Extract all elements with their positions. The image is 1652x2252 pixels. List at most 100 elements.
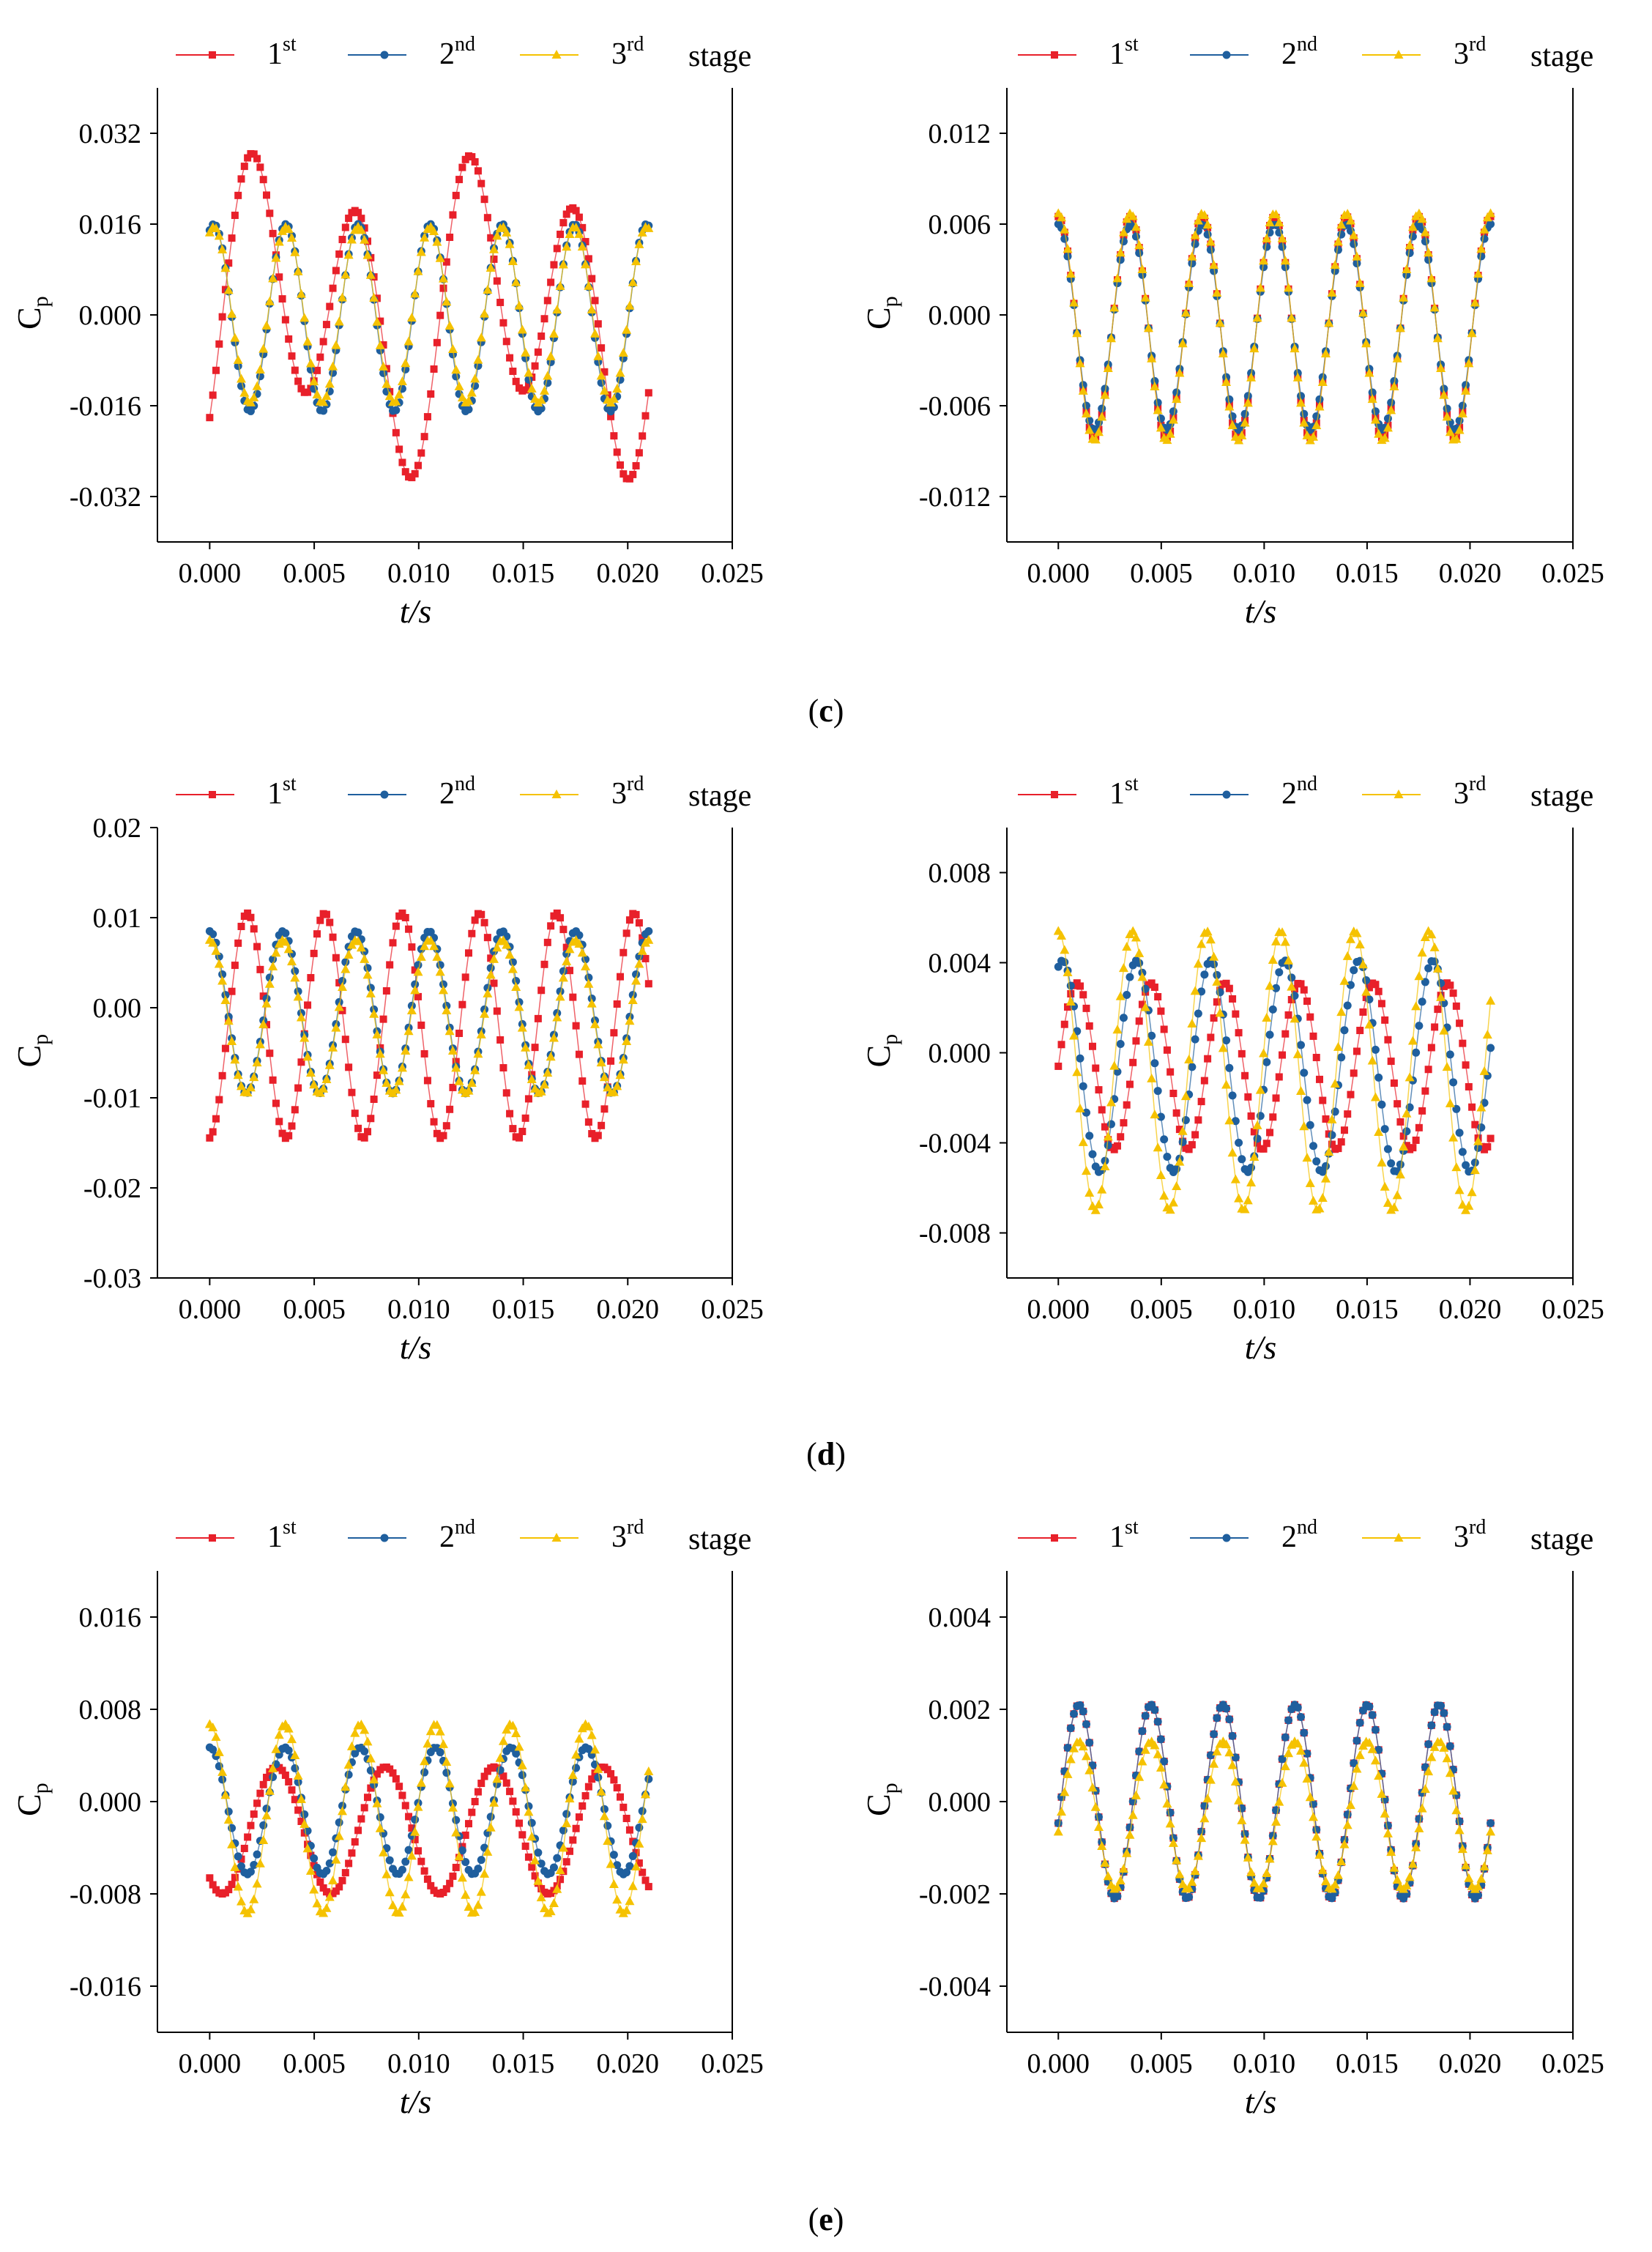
data-point <box>639 432 647 440</box>
legend-label: 3rd <box>611 773 644 811</box>
data-point <box>1060 958 1069 967</box>
data-point <box>1356 1027 1364 1035</box>
data-point <box>1479 1861 1489 1870</box>
data-point <box>382 1869 392 1878</box>
data-point <box>324 1060 335 1069</box>
data-point <box>372 316 382 326</box>
data-point <box>319 338 327 346</box>
data-point <box>230 1055 240 1064</box>
data-point <box>1414 208 1424 218</box>
data-point <box>1163 1046 1171 1054</box>
data-point <box>275 273 283 281</box>
data-point <box>485 970 496 979</box>
legend-label: 3rd <box>1454 1516 1486 1554</box>
data-point <box>1188 1141 1196 1149</box>
x-tick-label: 0.010 <box>1233 558 1296 589</box>
data-point <box>266 209 274 218</box>
data-point <box>250 925 258 933</box>
data-point <box>1082 401 1090 410</box>
data-point <box>1165 428 1175 438</box>
y-tick-label: 0.008 <box>929 858 991 889</box>
data-point <box>416 1777 426 1787</box>
data-point <box>290 1750 300 1760</box>
data-point <box>562 210 570 218</box>
data-point <box>1184 1883 1194 1892</box>
data-point <box>1135 1017 1143 1025</box>
data-point <box>1305 1792 1315 1802</box>
legend-label: 3rd <box>611 33 644 71</box>
data-point <box>1231 1117 1240 1126</box>
data-point <box>1122 1848 1132 1857</box>
data-point <box>406 313 417 322</box>
data-point <box>1408 232 1417 241</box>
legend: 1st 2nd 3rd stage <box>1018 1516 1593 1556</box>
data-point <box>1414 1823 1424 1832</box>
y-tick-label: 0.000 <box>79 1787 142 1818</box>
data-point <box>1337 1053 1346 1062</box>
data-point <box>221 991 230 1000</box>
data-point <box>382 986 390 995</box>
data-point <box>290 973 300 982</box>
series-3rd <box>1053 1736 1496 1893</box>
data-point <box>1097 412 1107 421</box>
legend-num: 1 <box>267 37 283 71</box>
data-point <box>1439 1742 1449 1752</box>
data-point <box>1458 1148 1467 1156</box>
data-point <box>417 1021 425 1029</box>
data-point <box>300 1810 309 1818</box>
data-point <box>641 954 650 962</box>
data-point <box>1464 1200 1474 1210</box>
data-point <box>1462 1061 1470 1069</box>
data-point <box>616 376 625 384</box>
data-point <box>261 320 272 330</box>
data-point <box>454 1851 464 1861</box>
legend-sup: st <box>283 773 297 795</box>
data-point <box>498 222 508 231</box>
data-point <box>1383 423 1393 432</box>
data-point <box>1188 1063 1197 1071</box>
legend-marker <box>551 789 562 798</box>
data-point <box>599 385 609 395</box>
data-point <box>209 1745 217 1754</box>
data-point <box>590 328 600 338</box>
data-point <box>217 1766 228 1776</box>
data-point <box>227 1036 237 1045</box>
data-point <box>1389 1862 1399 1872</box>
data-point <box>297 1058 305 1066</box>
data-point <box>1317 1865 1328 1874</box>
data-point <box>1137 264 1147 274</box>
series-2nd <box>205 926 653 1098</box>
data-point <box>1409 1144 1417 1152</box>
data-point <box>1337 1138 1345 1146</box>
x-tick-label: 0.010 <box>387 558 450 589</box>
data-point <box>1118 963 1128 973</box>
data-point <box>1260 1145 1268 1153</box>
data-point <box>1414 971 1424 981</box>
data-point <box>593 1039 603 1049</box>
data-point <box>1229 995 1237 1003</box>
data-point <box>1060 224 1070 234</box>
data-point <box>1352 1764 1362 1773</box>
data-point <box>319 397 329 406</box>
data-point <box>1280 1761 1290 1771</box>
y-tick-label: -0.006 <box>919 391 991 422</box>
data-point <box>1320 1876 1331 1886</box>
series-3rd <box>1053 208 1496 445</box>
data-point <box>1424 1066 1432 1074</box>
data-point <box>1287 973 1296 982</box>
data-point <box>1412 1136 1420 1144</box>
data-point <box>644 926 653 935</box>
data-point <box>1076 1701 1084 1709</box>
data-point <box>572 1824 580 1832</box>
y-axis-label-main: C <box>10 1045 48 1068</box>
data-point <box>1246 1177 1257 1186</box>
data-point <box>1374 1073 1383 1082</box>
data-point <box>281 316 289 324</box>
data-point <box>274 1730 284 1739</box>
data-point <box>584 1783 592 1791</box>
y-tick-label: 0.000 <box>929 1038 991 1069</box>
legend-sup: nd <box>455 1516 475 1539</box>
data-point <box>483 988 493 997</box>
data-point <box>552 1012 562 1022</box>
